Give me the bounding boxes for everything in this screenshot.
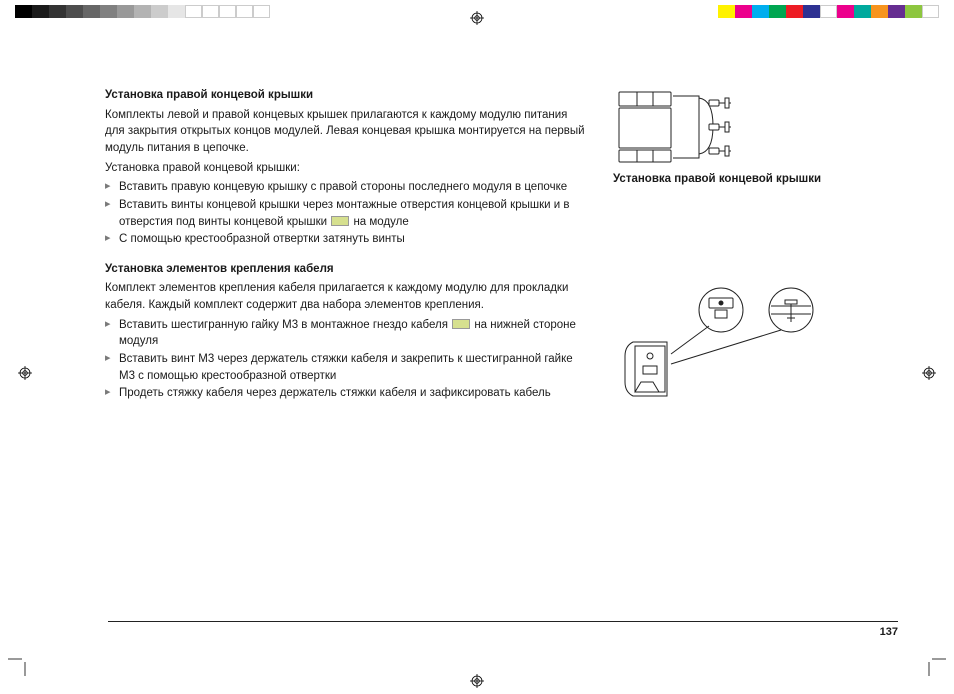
heading-cable: Установка элементов крепления кабеля (105, 262, 589, 278)
list-item: С помощью крестообразной отвертки затяну… (105, 231, 589, 248)
callout-marker (331, 216, 349, 226)
list-text-pre: Вставить шестигранную гайку M3 в монтажн… (119, 319, 451, 331)
swatch (236, 5, 253, 18)
crop-mark-br (926, 651, 946, 676)
registration-mark-bottom (470, 674, 484, 688)
swatch (117, 5, 134, 18)
para-endcap-1: Комплекты левой и правой концевых крышек… (105, 107, 589, 157)
para-endcap-2: Установка правой концевой крышки: (105, 160, 589, 177)
swatch (15, 5, 32, 18)
para-cable-1: Комплект элементов крепления кабеля прил… (105, 280, 589, 313)
crop-mark-bl (8, 651, 28, 676)
list-text: Продеть стяжку кабеля через держатель ст… (119, 387, 551, 399)
swatch (803, 5, 820, 18)
figure-cable (613, 286, 904, 406)
swatch (854, 5, 871, 18)
callout-marker (452, 319, 470, 329)
list-text: Вставить винт M3 через держатель стяжки … (119, 353, 573, 382)
swatch (786, 5, 803, 18)
list-item: Продеть стяжку кабеля через держатель ст… (105, 385, 589, 402)
page-number: 137 (108, 621, 898, 638)
swatch (769, 5, 786, 18)
swatch (151, 5, 168, 18)
list-text: С помощью крестообразной отвертки затяну… (119, 233, 405, 245)
swatch (888, 5, 905, 18)
grayscale-bar (15, 5, 270, 18)
registration-mark-left (18, 366, 32, 380)
swatch (752, 5, 769, 18)
color-bar (718, 5, 939, 18)
swatch (202, 5, 219, 18)
swatch (66, 5, 83, 18)
page-content: Установка правой концевой крышки Комплек… (105, 88, 904, 634)
list-item: Вставить шестигранную гайку M3 в монтажн… (105, 317, 589, 350)
section-cable: Установка элементов крепления кабеля Ком… (105, 262, 589, 402)
list-text-post: на модуле (350, 216, 409, 228)
list-item: Вставить винты концевой крышки через мон… (105, 197, 589, 230)
main-column: Установка правой концевой крышки Комплек… (105, 88, 607, 634)
swatch (735, 5, 752, 18)
swatch (922, 5, 939, 18)
heading-endcap: Установка правой концевой крышки (105, 88, 589, 104)
swatch (49, 5, 66, 18)
side-column: Установка правой концевой крышки (607, 88, 904, 634)
swatch (83, 5, 100, 18)
swatch (253, 5, 270, 18)
swatch (100, 5, 117, 18)
swatch (820, 5, 837, 18)
section-endcap: Установка правой концевой крышки Комплек… (105, 88, 589, 248)
swatch (837, 5, 854, 18)
swatch (718, 5, 735, 18)
swatch (168, 5, 185, 18)
registration-mark-top (470, 11, 484, 25)
list-cable: Вставить шестигранную гайку M3 в монтажн… (105, 317, 589, 402)
swatch (134, 5, 151, 18)
caption-endcap: Установка правой концевой крышки (613, 172, 904, 188)
swatch (905, 5, 922, 18)
figure-endcap: Установка правой концевой крышки (613, 88, 904, 188)
swatch (32, 5, 49, 18)
list-item: Вставить винт M3 через держатель стяжки … (105, 351, 589, 384)
swatch (219, 5, 236, 18)
list-item: Вставить правую концевую крышку с правой… (105, 179, 589, 196)
list-text: Вставить правую концевую крышку с правой… (119, 181, 567, 193)
swatch (185, 5, 202, 18)
registration-mark-right (922, 366, 936, 380)
swatch (871, 5, 888, 18)
list-endcap: Вставить правую концевую крышку с правой… (105, 179, 589, 248)
